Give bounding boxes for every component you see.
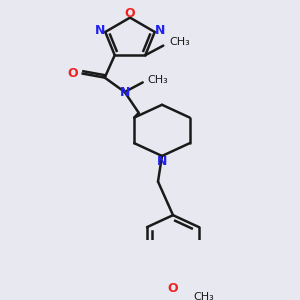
Text: O: O xyxy=(67,67,78,80)
Text: O: O xyxy=(125,7,135,20)
Text: CH₃: CH₃ xyxy=(193,292,214,300)
Text: N: N xyxy=(157,155,167,168)
Text: O: O xyxy=(168,282,178,295)
Text: N: N xyxy=(154,24,165,37)
Text: CH₃: CH₃ xyxy=(169,37,190,46)
Text: N: N xyxy=(95,24,106,37)
Text: CH₃: CH₃ xyxy=(148,75,169,85)
Text: N: N xyxy=(119,85,130,98)
